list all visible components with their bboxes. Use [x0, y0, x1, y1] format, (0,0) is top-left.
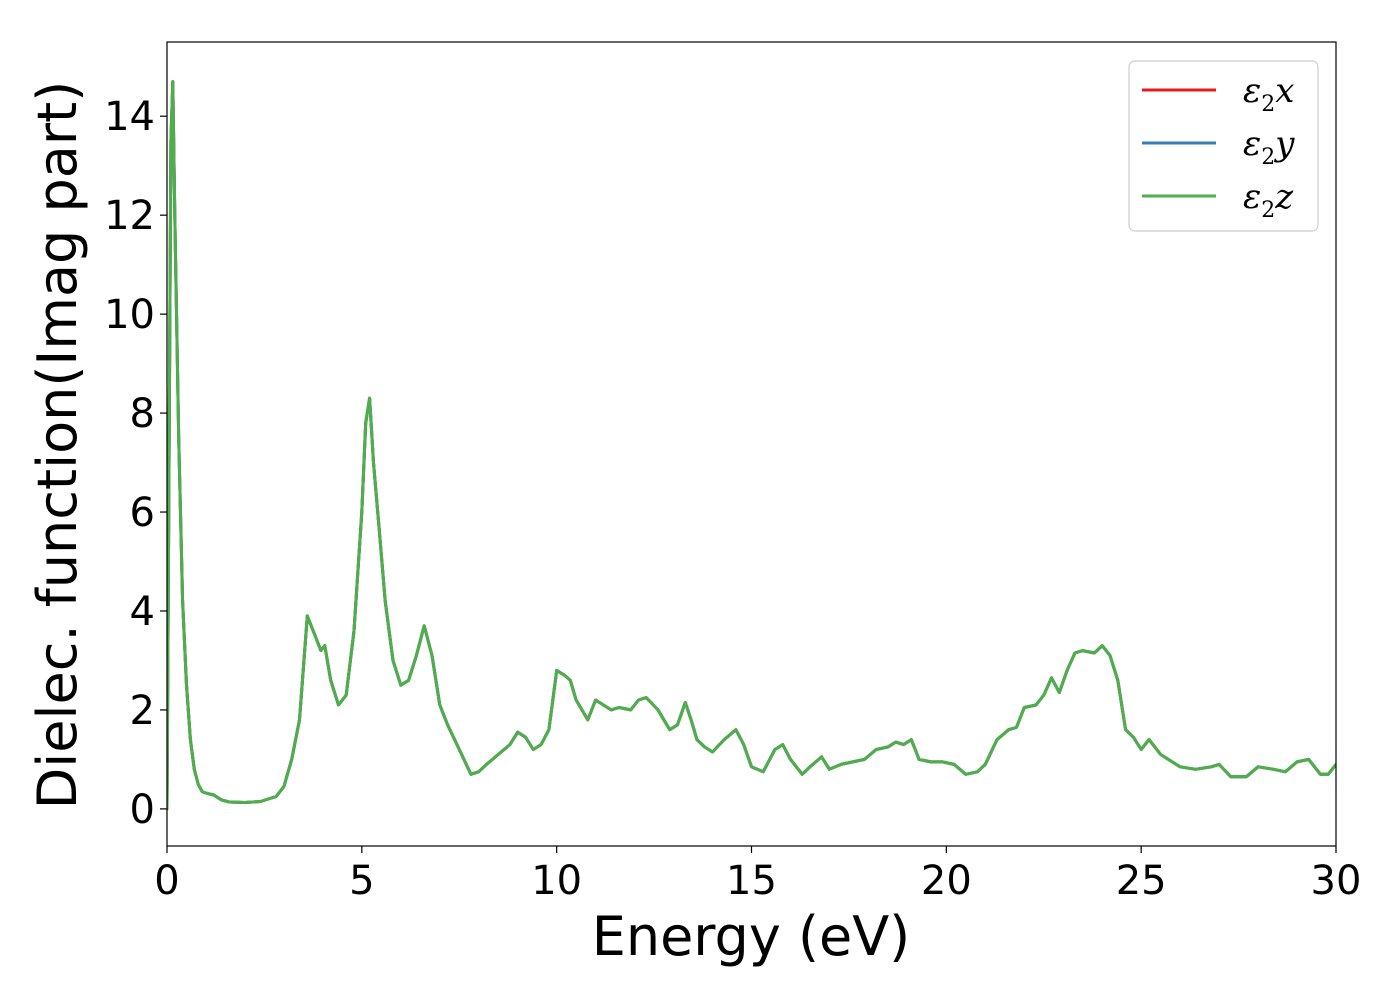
- x-tick-label: 25: [1116, 858, 1167, 904]
- series-line-z: [167, 80, 1336, 811]
- x-tick-label: 0: [154, 858, 179, 904]
- plot-area: [167, 80, 1336, 811]
- x-tick-label: 20: [921, 858, 972, 904]
- y-tick-label: 8: [130, 391, 155, 437]
- x-tick-label: 5: [349, 858, 374, 904]
- x-tick-label: 15: [726, 858, 777, 904]
- y-tick-label: 6: [130, 490, 155, 536]
- series-lines: [167, 80, 1336, 811]
- legend-label-z: ε2z: [1243, 177, 1294, 223]
- x-axis-title: Energy (eV): [592, 905, 911, 968]
- x-tick-label: 30: [1311, 858, 1362, 904]
- legend-label-y: ε2y: [1243, 124, 1295, 170]
- y-axis-title: Dielec. function(Imag part): [26, 81, 89, 810]
- y-tick-label: 14: [104, 94, 155, 140]
- axes: 0 5 10 15 20 25 30 0 2 4 6 8 10 12 14: [104, 41, 1362, 904]
- y-tick-label: 0: [130, 787, 155, 833]
- y-tick-label: 12: [104, 193, 155, 239]
- y-tick-label: 4: [130, 589, 155, 635]
- y-tick-label: 2: [130, 688, 155, 734]
- legend-label-x: ε2x: [1243, 71, 1294, 117]
- x-tick-label: 10: [531, 858, 582, 904]
- y-tick-label: 10: [104, 292, 155, 338]
- legend: ε2x ε2y ε2z: [1128, 60, 1319, 232]
- legend-box: [1128, 60, 1319, 232]
